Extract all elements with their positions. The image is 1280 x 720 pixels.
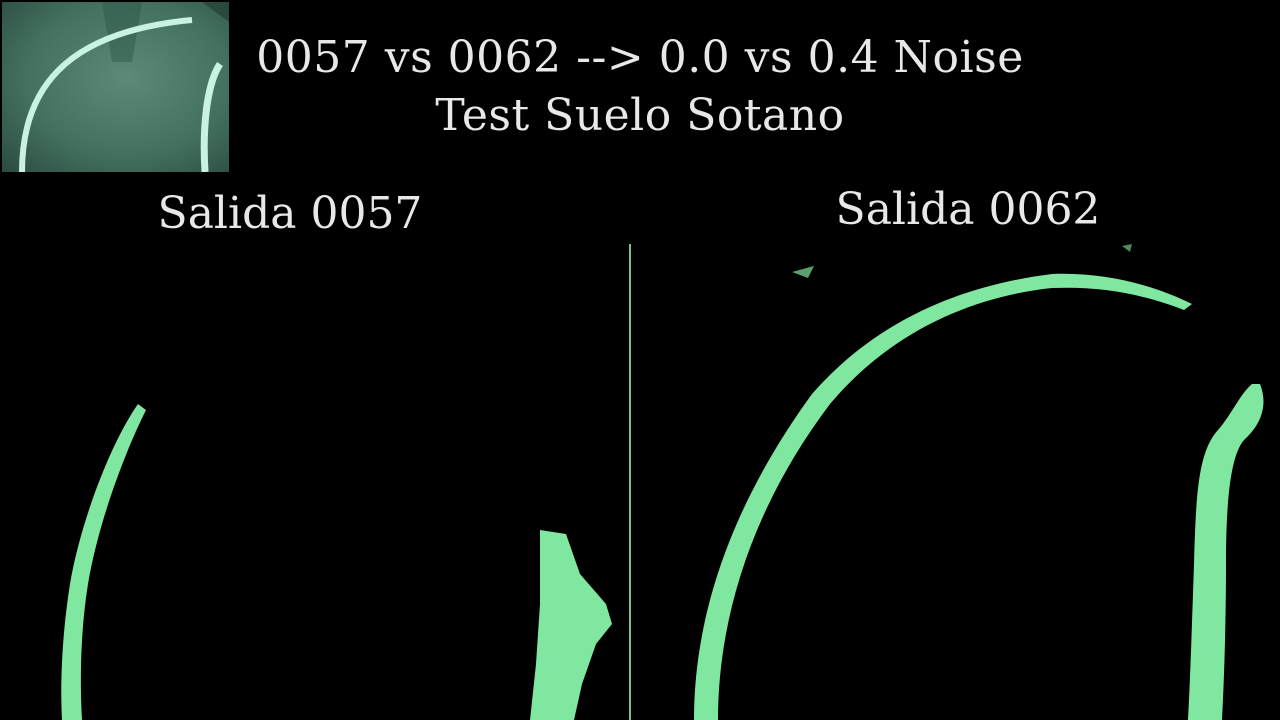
source-thumbnail	[2, 2, 229, 172]
source-thumbnail-image	[2, 2, 229, 172]
video-subtitle: Test Suelo Sotano	[435, 90, 845, 141]
right-output-panel	[632, 244, 1280, 720]
left-output-mask	[61, 404, 612, 720]
left-panel-label: Salida 0057	[157, 188, 423, 239]
right-output-mask	[694, 244, 1264, 720]
left-output-panel	[0, 244, 630, 720]
video-title: 0057 vs 0062 --> 0.0 vs 0.4 Noise	[256, 32, 1024, 83]
right-panel-label: Salida 0062	[835, 184, 1101, 235]
panel-divider	[629, 244, 631, 720]
